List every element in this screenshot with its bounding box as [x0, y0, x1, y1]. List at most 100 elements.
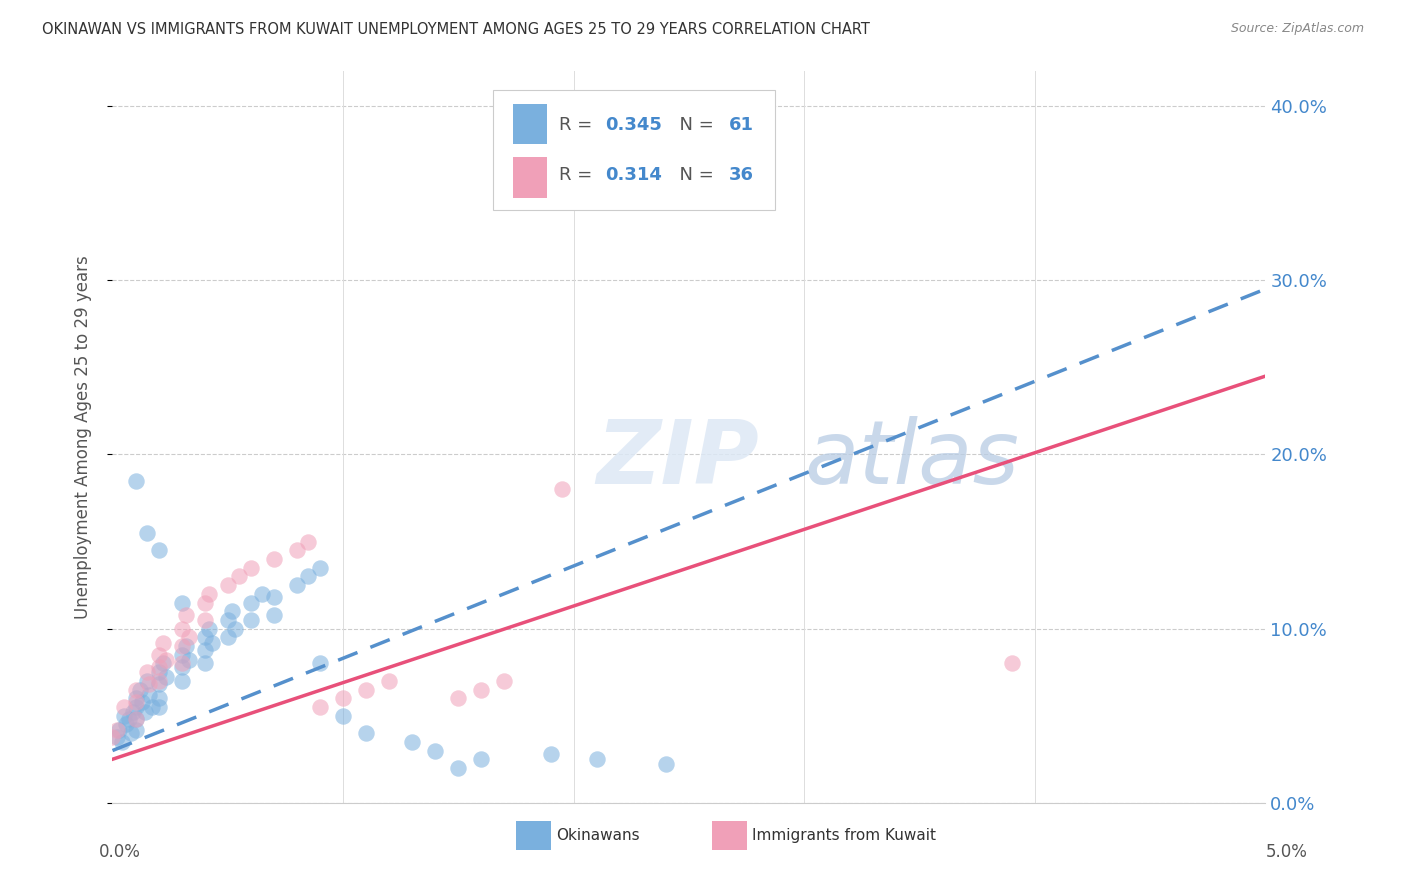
Point: [194, 595, 217, 609]
Bar: [711, 821, 747, 850]
Point: [252, 587, 274, 601]
Point: [108, 723, 131, 737]
Point: [124, 712, 146, 726]
Point: [194, 613, 217, 627]
Point: [148, 691, 170, 706]
Point: [540, 747, 562, 761]
Point: [177, 631, 200, 645]
Point: [124, 691, 146, 706]
Point: [494, 673, 516, 688]
Point: [170, 622, 193, 636]
Point: [148, 648, 170, 662]
Point: [263, 552, 285, 566]
Text: N =: N =: [668, 166, 720, 184]
Point: [124, 723, 146, 737]
Point: [148, 660, 170, 674]
Point: [217, 631, 239, 645]
Point: [105, 723, 128, 737]
Point: [105, 730, 128, 744]
Point: [1001, 657, 1024, 671]
FancyBboxPatch shape: [494, 90, 776, 211]
Text: Source: ZipAtlas.com: Source: ZipAtlas.com: [1230, 22, 1364, 36]
Point: [401, 735, 423, 749]
Point: [124, 712, 146, 726]
Text: OKINAWAN VS IMMIGRANTS FROM KUWAIT UNEMPLOYMENT AMONG AGES 25 TO 29 YEARS CORREL: OKINAWAN VS IMMIGRANTS FROM KUWAIT UNEMP…: [42, 22, 870, 37]
Point: [174, 639, 197, 653]
Text: 61: 61: [730, 116, 754, 134]
Point: [152, 657, 174, 671]
Point: [170, 660, 193, 674]
Point: [297, 569, 319, 583]
Point: [194, 642, 217, 657]
Point: [136, 525, 159, 540]
Point: [297, 534, 319, 549]
Point: [170, 657, 193, 671]
Point: [148, 665, 170, 680]
Point: [148, 673, 170, 688]
Point: [170, 673, 193, 688]
Point: [170, 648, 193, 662]
Text: R =: R =: [558, 116, 598, 134]
Point: [117, 712, 139, 726]
Point: [309, 657, 332, 671]
Point: [470, 682, 492, 697]
Text: Okinawans: Okinawans: [557, 828, 640, 843]
Point: [309, 700, 332, 714]
Bar: [513, 104, 547, 145]
Point: [174, 607, 197, 622]
Bar: [513, 157, 547, 198]
Point: [138, 677, 160, 691]
Point: [177, 653, 200, 667]
Text: 36: 36: [730, 166, 754, 184]
Point: [115, 717, 138, 731]
Point: [111, 735, 134, 749]
Point: [217, 613, 239, 627]
Text: 0.314: 0.314: [605, 166, 662, 184]
Point: [239, 595, 262, 609]
Point: [228, 569, 250, 583]
Text: 0.0%: 0.0%: [98, 843, 141, 861]
Point: [470, 752, 492, 766]
Point: [136, 665, 159, 680]
Point: [124, 695, 146, 709]
Point: [201, 635, 224, 649]
Point: [447, 691, 470, 706]
Point: [194, 657, 217, 671]
Point: [141, 700, 163, 714]
Point: [148, 543, 170, 558]
Text: 0.345: 0.345: [605, 116, 662, 134]
Point: [155, 670, 177, 684]
Point: [112, 700, 135, 714]
Point: [112, 708, 135, 723]
Point: [131, 695, 153, 709]
Point: [354, 726, 377, 740]
Point: [217, 578, 239, 592]
Point: [285, 543, 308, 558]
Point: [332, 691, 354, 706]
Point: [122, 705, 145, 719]
Point: [194, 631, 217, 645]
Point: [332, 708, 354, 723]
Point: [655, 757, 678, 772]
Point: [224, 622, 246, 636]
Point: [120, 726, 142, 740]
Point: [155, 653, 177, 667]
Point: [239, 613, 262, 627]
Text: atlas: atlas: [804, 416, 1019, 502]
Y-axis label: Unemployment Among Ages 25 to 29 years: Unemployment Among Ages 25 to 29 years: [73, 255, 91, 619]
Text: R =: R =: [558, 166, 598, 184]
Text: 5.0%: 5.0%: [1265, 843, 1308, 861]
Point: [170, 639, 193, 653]
Point: [198, 587, 221, 601]
Point: [124, 700, 146, 714]
Point: [585, 752, 607, 766]
Point: [221, 604, 243, 618]
Point: [124, 682, 146, 697]
Point: [124, 474, 146, 488]
Point: [447, 761, 470, 775]
Point: [148, 677, 170, 691]
Text: ZIP: ZIP: [596, 416, 759, 502]
Point: [129, 682, 152, 697]
Point: [134, 705, 156, 719]
Point: [239, 560, 262, 574]
